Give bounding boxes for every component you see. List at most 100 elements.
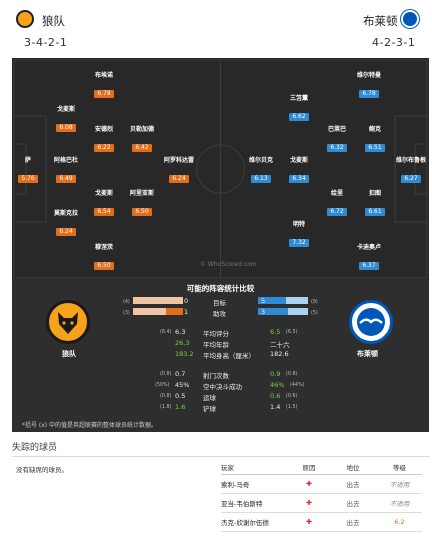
player-name: 鲍克 xyxy=(368,126,381,133)
injury-cross-icon: ✚ xyxy=(306,498,312,507)
table-row: 杰克-欣谢尔伍德 ✚ 出去 6.2 xyxy=(221,512,422,532)
home-no-absences: 没有缺席的球员。 xyxy=(16,466,68,474)
stat-away-value: 0.9 xyxy=(270,370,281,378)
away-player-rw[interactable]: 明特 7.32 xyxy=(269,221,329,248)
away-player-rb[interactable]: 维尔特曼 6.78 xyxy=(339,72,399,99)
player-rating: 6.24 xyxy=(56,228,76,236)
stat-home-small: (50%) xyxy=(155,383,170,388)
stat-away-value: 6.5 xyxy=(270,328,281,336)
player-rating: 6.50 xyxy=(94,262,114,270)
watermark: © WhoScored.com xyxy=(200,261,257,268)
reason-cell: ✚ xyxy=(289,474,329,494)
away-player-cb2[interactable]: 扣图 6.61 xyxy=(345,190,405,217)
home-goals-value: 0 xyxy=(184,297,189,305)
player-rating: 6.42 xyxy=(132,144,152,152)
assists-label: 助攻 xyxy=(213,310,226,318)
home-player-rb[interactable]: 莫斯克拉 6.24 xyxy=(36,210,96,237)
missing-status: 出去 xyxy=(329,474,377,494)
player-rating: 6.50 xyxy=(132,208,152,216)
col-reason: 原因 xyxy=(289,460,329,475)
away-assists-fill xyxy=(258,308,288,315)
player-name: 布埃诺 xyxy=(94,72,113,79)
player-name: 阿罗科达雷 xyxy=(163,157,194,164)
home-player-cm2[interactable]: 戈麦斯 6.54 xyxy=(74,190,134,217)
pitch: 萨 5.76 戈麦斯 6.08 阿格巴杜 6.49 莫斯克拉 6.24 布埃诺 6.78 … xyxy=(12,58,429,280)
home-player-st[interactable]: 阿罗科达雷 6.24 xyxy=(149,157,209,184)
player-rating: 6.34 xyxy=(289,175,309,183)
stat-away-value: 0.6 xyxy=(270,392,281,400)
home-player-lm[interactable]: 布埃诺 6.78 xyxy=(74,72,134,99)
away-assists-value: 3 xyxy=(261,308,266,316)
home-player-am1[interactable]: 贝勒加德 6.42 xyxy=(112,126,172,153)
stat-home-value: 0.5 xyxy=(175,392,186,400)
player-name: 卡迪奥卢 xyxy=(356,244,381,251)
home-team-name[interactable]: 狼队 xyxy=(42,14,65,28)
away-team-name[interactable]: 布莱顿 xyxy=(363,14,398,28)
player-rating: 6.22 xyxy=(94,144,114,152)
home-goals-bar xyxy=(133,297,183,304)
wolves-crest-icon xyxy=(46,300,90,344)
home-player-cb[interactable]: 阿格巴杜 6.49 xyxy=(36,157,96,184)
player-rating: 6.13 xyxy=(251,175,271,183)
player-name: 萨 xyxy=(24,157,31,164)
stat-home-value: 1.6 xyxy=(175,403,186,411)
away-assists-small: (5) xyxy=(311,311,318,316)
player-name: 巴莱巴 xyxy=(327,126,346,133)
player-rating: 6.54 xyxy=(94,208,114,216)
table-header: 玩家 原因 地位 等级 xyxy=(221,460,422,475)
away-formation: 4-2-3-1 xyxy=(372,36,416,49)
away-player-am[interactable]: 戈麦斯 6.34 xyxy=(269,157,329,184)
stat-away-value: 二十六 xyxy=(270,341,290,349)
player-rating: 6.78 xyxy=(94,90,114,98)
table-row: 索利-马奇 ✚ 出去 不适用 xyxy=(221,474,422,494)
player-rating: 6.32 xyxy=(327,144,347,152)
player-rating: 6.62 xyxy=(289,113,309,121)
home-player-rm[interactable]: 穆涅茨 6.50 xyxy=(74,244,134,271)
match-header: 狼队 3-4-2-1 布莱顿 4-2-3-1 xyxy=(0,0,432,58)
stat-away-small: (0.8) xyxy=(286,372,298,377)
stat-home-small: (0.8) xyxy=(160,372,172,377)
col-status: 地位 xyxy=(329,460,377,475)
missing-player-name[interactable]: 索利-马奇 xyxy=(221,474,289,494)
home-player-gk[interactable]: 萨 5.76 xyxy=(12,157,58,184)
seagull-icon xyxy=(357,308,385,336)
player-name: 穆涅茨 xyxy=(94,244,113,251)
player-rating: 6.78 xyxy=(359,90,379,98)
stat-away-small: (0.6) xyxy=(286,394,298,399)
away-player-dm2[interactable]: 绘里 6.72 xyxy=(307,190,367,217)
reason-cell: ✚ xyxy=(289,493,329,513)
player-name: 维尔特曼 xyxy=(356,72,381,79)
away-player-lw[interactable]: 三笘薫 6.62 xyxy=(269,95,329,122)
away-goals-small: (9) xyxy=(311,300,318,305)
player-rating: 6.24 xyxy=(169,175,189,183)
stat-home-small: (1.8) xyxy=(160,405,172,410)
away-player-cb1[interactable]: 鲍克 6.51 xyxy=(345,126,405,153)
stat-label: 运球 xyxy=(203,394,216,402)
away-player-lb[interactable]: 卡迪奥卢 6.37 xyxy=(339,244,399,271)
player-name: 绘里 xyxy=(330,190,343,197)
missing-player-name[interactable]: 杰克-欣谢尔伍德 xyxy=(221,512,289,532)
col-player: 玩家 xyxy=(221,460,289,475)
footnote: *括号 (x) 中的值是英超联赛的整体球员统计数据。 xyxy=(22,422,158,429)
away-player-st[interactable]: 维尔贝克 6.13 xyxy=(231,157,291,184)
player-name: 戈麦斯 xyxy=(94,190,113,197)
reason-cell: ✚ xyxy=(289,512,329,532)
away-player-gk[interactable]: 维尔布鲁根 6.27 xyxy=(381,157,429,184)
col-rating: 等级 xyxy=(377,460,422,475)
home-team-label: 狼队 xyxy=(62,350,76,358)
away-player-dm1[interactable]: 巴莱巴 6.32 xyxy=(307,126,367,153)
stat-label: 平均身高（厘米） xyxy=(203,352,255,360)
stat-away-small: (1.5) xyxy=(286,405,298,410)
goals-label: 目标 xyxy=(213,299,226,307)
home-assists-fill xyxy=(166,308,183,315)
missing-players: 失踪的球员 没有缺席的球员。 玩家 原因 地位 等级 索利-马奇 ✚ 出去 不适… xyxy=(0,432,432,539)
home-player-cm1[interactable]: 安德烈 6.22 xyxy=(74,126,134,153)
home-player-lb[interactable]: 戈麦斯 6.08 xyxy=(36,106,96,133)
home-player-am2[interactable]: 阿里亚斯 6.50 xyxy=(112,190,172,217)
player-rating: 6.49 xyxy=(56,175,76,183)
player-name: 戈麦斯 xyxy=(56,106,75,113)
player-name: 三笘薫 xyxy=(289,95,308,102)
stat-home-value: 45% xyxy=(175,381,190,389)
stat-label: 空中决斗成功 xyxy=(203,383,242,391)
missing-player-name[interactable]: 亚当-韦伯斯特 xyxy=(221,493,289,513)
